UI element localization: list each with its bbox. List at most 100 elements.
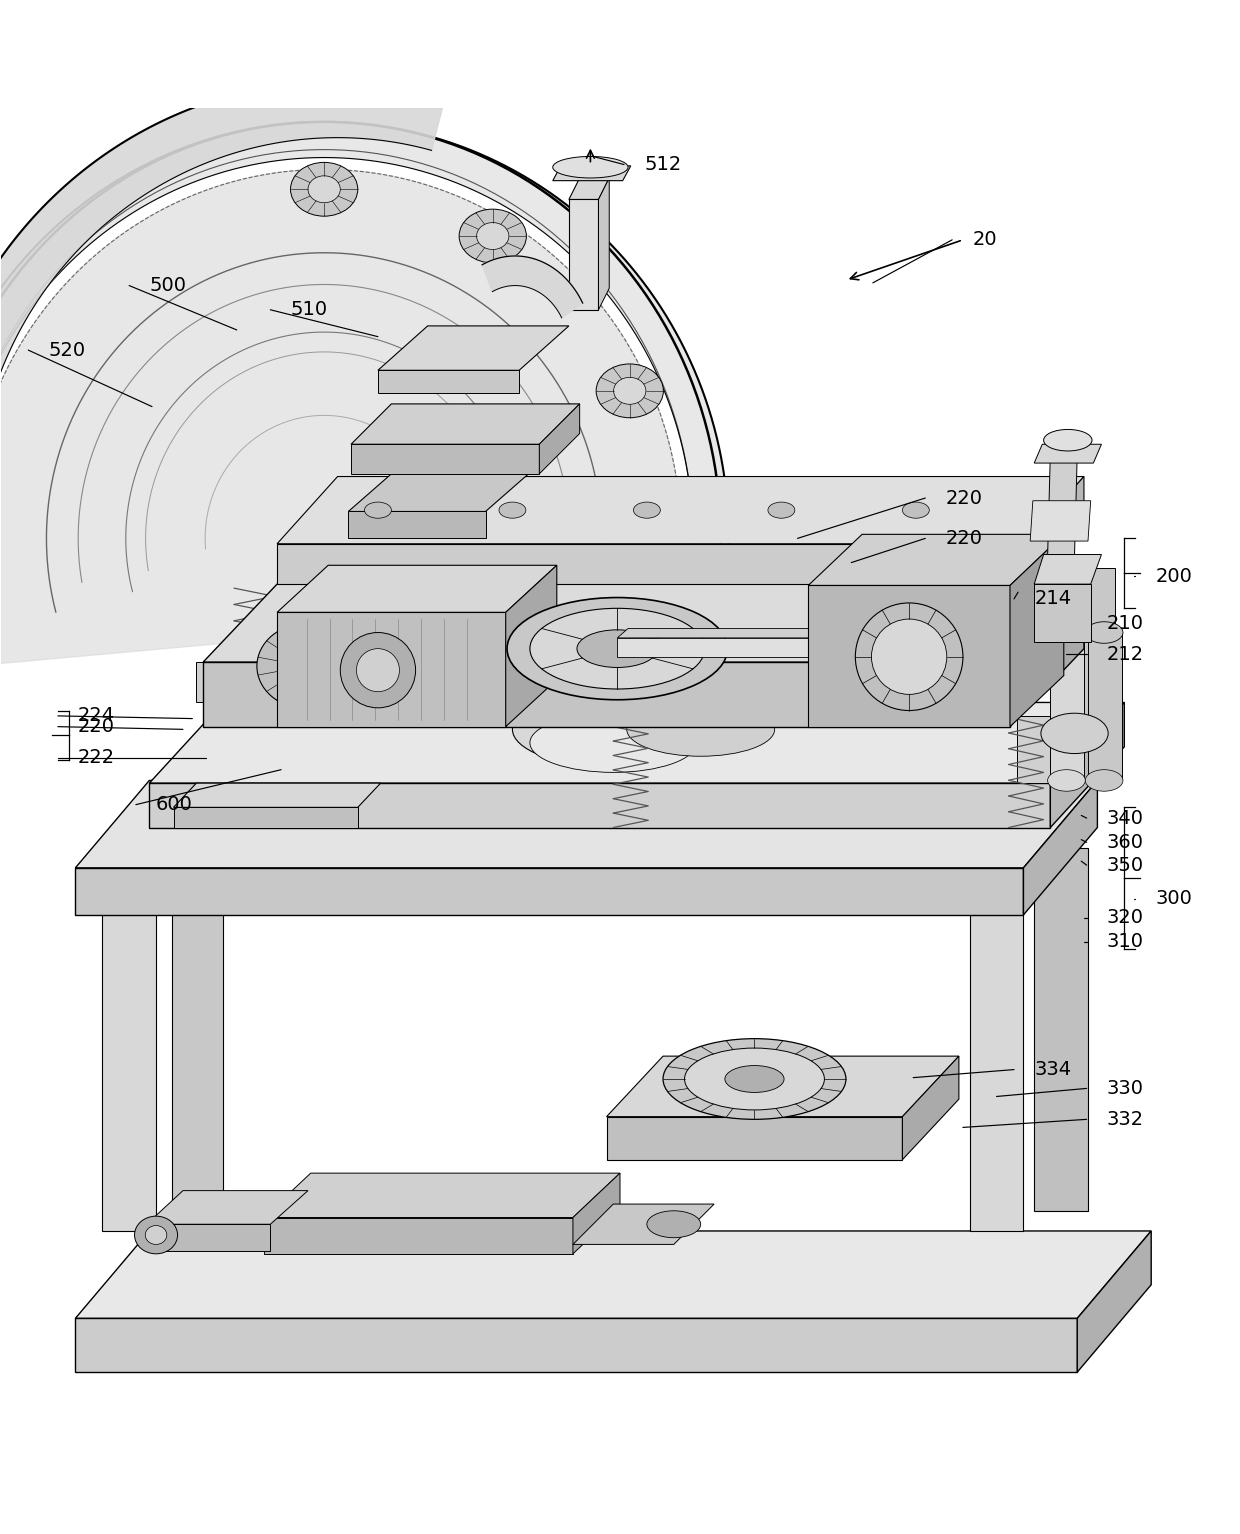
Polygon shape bbox=[348, 465, 539, 511]
Polygon shape bbox=[203, 663, 1011, 727]
Polygon shape bbox=[264, 1218, 573, 1253]
Ellipse shape bbox=[663, 1039, 846, 1120]
Text: 214: 214 bbox=[1034, 589, 1071, 609]
Polygon shape bbox=[506, 565, 557, 727]
Text: 330: 330 bbox=[1107, 1078, 1143, 1098]
Polygon shape bbox=[606, 1117, 903, 1160]
Polygon shape bbox=[1034, 584, 1091, 641]
Ellipse shape bbox=[257, 623, 360, 709]
Ellipse shape bbox=[340, 632, 415, 707]
Ellipse shape bbox=[1044, 430, 1092, 451]
Ellipse shape bbox=[512, 692, 714, 767]
Polygon shape bbox=[1011, 584, 1084, 727]
Ellipse shape bbox=[1085, 770, 1123, 792]
Polygon shape bbox=[378, 325, 569, 370]
Polygon shape bbox=[569, 199, 599, 310]
Ellipse shape bbox=[872, 620, 947, 695]
Polygon shape bbox=[903, 1055, 959, 1160]
Polygon shape bbox=[1034, 554, 1101, 584]
Ellipse shape bbox=[459, 626, 553, 707]
Polygon shape bbox=[0, 169, 681, 664]
Ellipse shape bbox=[614, 377, 646, 405]
Polygon shape bbox=[149, 784, 1050, 827]
Polygon shape bbox=[203, 584, 1084, 663]
Polygon shape bbox=[76, 1318, 1078, 1373]
Ellipse shape bbox=[626, 703, 775, 756]
Ellipse shape bbox=[647, 1210, 701, 1238]
Polygon shape bbox=[599, 178, 609, 310]
Polygon shape bbox=[1034, 445, 1101, 463]
Text: 332: 332 bbox=[1107, 1109, 1145, 1129]
Ellipse shape bbox=[1048, 770, 1085, 792]
Text: 600: 600 bbox=[156, 795, 193, 815]
Polygon shape bbox=[146, 1224, 270, 1252]
Text: 520: 520 bbox=[48, 341, 86, 359]
Polygon shape bbox=[174, 807, 358, 827]
Text: 220: 220 bbox=[945, 488, 982, 508]
Polygon shape bbox=[618, 638, 822, 657]
Polygon shape bbox=[277, 543, 1023, 584]
Polygon shape bbox=[174, 784, 381, 807]
Polygon shape bbox=[808, 534, 1064, 586]
Polygon shape bbox=[76, 781, 1097, 868]
Polygon shape bbox=[146, 1190, 308, 1224]
Text: 210: 210 bbox=[1107, 614, 1143, 632]
Ellipse shape bbox=[684, 1048, 825, 1111]
Polygon shape bbox=[1087, 632, 1122, 781]
Polygon shape bbox=[76, 1230, 1151, 1318]
Polygon shape bbox=[1023, 781, 1097, 914]
Ellipse shape bbox=[634, 502, 661, 518]
Polygon shape bbox=[970, 868, 1023, 1230]
Polygon shape bbox=[539, 403, 579, 474]
Text: 360: 360 bbox=[1107, 833, 1143, 851]
Polygon shape bbox=[277, 477, 1084, 543]
Polygon shape bbox=[277, 565, 557, 612]
Ellipse shape bbox=[134, 1216, 177, 1253]
Ellipse shape bbox=[768, 502, 795, 518]
Text: 500: 500 bbox=[149, 276, 186, 295]
Text: 300: 300 bbox=[1156, 890, 1192, 908]
Polygon shape bbox=[1078, 568, 1115, 747]
Ellipse shape bbox=[903, 502, 929, 518]
Polygon shape bbox=[378, 370, 520, 393]
Ellipse shape bbox=[290, 163, 358, 216]
Polygon shape bbox=[0, 81, 445, 414]
Ellipse shape bbox=[459, 209, 526, 262]
Polygon shape bbox=[351, 445, 539, 474]
Polygon shape bbox=[1017, 716, 1050, 784]
Polygon shape bbox=[808, 586, 1011, 727]
Text: 222: 222 bbox=[78, 749, 115, 767]
Polygon shape bbox=[1011, 534, 1064, 727]
Polygon shape bbox=[348, 511, 486, 538]
Polygon shape bbox=[102, 868, 156, 1230]
Text: 350: 350 bbox=[1107, 856, 1145, 874]
Polygon shape bbox=[573, 1204, 714, 1244]
Polygon shape bbox=[618, 629, 832, 638]
Ellipse shape bbox=[1040, 713, 1109, 753]
Text: 310: 310 bbox=[1107, 933, 1143, 951]
Ellipse shape bbox=[1085, 621, 1123, 643]
Ellipse shape bbox=[365, 502, 392, 518]
Text: 212: 212 bbox=[1107, 644, 1145, 664]
Text: 340: 340 bbox=[1107, 808, 1143, 828]
Ellipse shape bbox=[725, 1066, 784, 1092]
Ellipse shape bbox=[498, 502, 526, 518]
Ellipse shape bbox=[145, 1226, 167, 1244]
Ellipse shape bbox=[308, 176, 340, 202]
Text: 510: 510 bbox=[290, 301, 327, 319]
Polygon shape bbox=[482, 256, 583, 318]
Text: 320: 320 bbox=[1107, 908, 1143, 927]
Ellipse shape bbox=[356, 649, 399, 692]
Ellipse shape bbox=[529, 713, 697, 773]
Ellipse shape bbox=[553, 156, 629, 178]
Polygon shape bbox=[277, 612, 506, 727]
Text: 220: 220 bbox=[78, 718, 115, 736]
Text: 220: 220 bbox=[945, 529, 982, 548]
Ellipse shape bbox=[529, 609, 704, 689]
Polygon shape bbox=[1050, 703, 1125, 827]
Polygon shape bbox=[1048, 454, 1078, 554]
Polygon shape bbox=[1050, 632, 1084, 781]
Text: 20: 20 bbox=[972, 230, 997, 250]
Polygon shape bbox=[606, 1055, 959, 1117]
Ellipse shape bbox=[507, 598, 728, 700]
